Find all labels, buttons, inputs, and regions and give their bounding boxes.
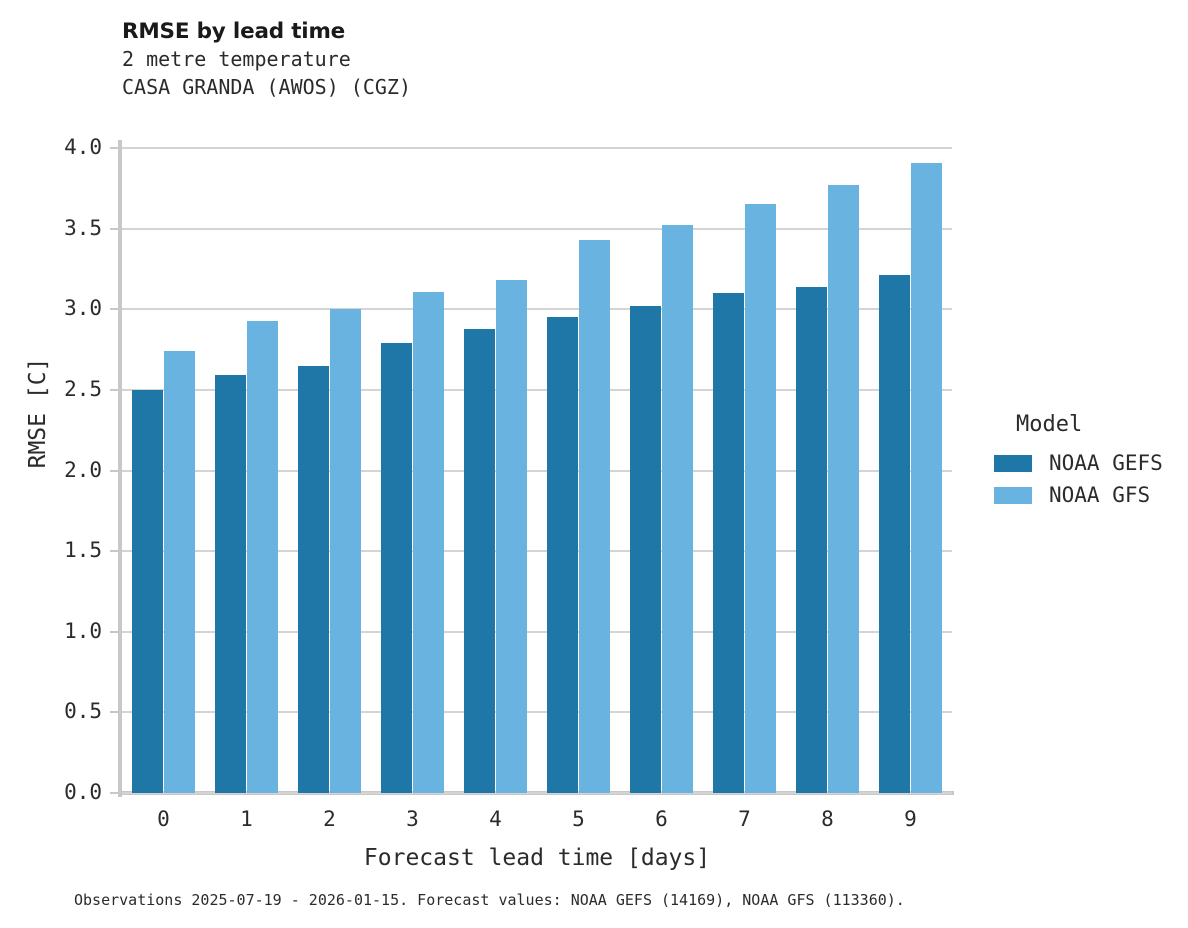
chart-subtitle-station: CASA GRANDA (AWOS) (CGZ) bbox=[122, 75, 411, 99]
y-axis-tick-label: 1.0 bbox=[64, 618, 102, 643]
legend-swatch bbox=[994, 454, 1032, 472]
bar bbox=[246, 320, 279, 793]
bar bbox=[412, 291, 445, 793]
y-axis-tick-labels: 0.0 0.5 1.0 1.5 2.0 2.5 3.0 3.5 4.0 bbox=[0, 0, 102, 928]
gridline bbox=[122, 308, 952, 311]
gridline bbox=[122, 711, 952, 714]
legend-label: NOAA GFS bbox=[1049, 482, 1151, 507]
y-axis-tick bbox=[110, 227, 118, 230]
y-axis-tick bbox=[110, 711, 118, 714]
bar bbox=[163, 351, 196, 793]
gridline bbox=[122, 469, 952, 472]
x-axis-tick-label: 6 bbox=[655, 807, 668, 831]
bar bbox=[795, 286, 828, 793]
chart-subtitle-variable: 2 metre temperature bbox=[122, 47, 351, 71]
y-axis-tick-label: 4.0 bbox=[64, 135, 102, 159]
x-axis-tick-label: 3 bbox=[406, 807, 419, 831]
gridline bbox=[122, 550, 952, 553]
bar bbox=[214, 375, 247, 793]
footnote: Observations 2025-07-19 - 2026-01-15. Fo… bbox=[74, 891, 905, 909]
y-axis-tick-label: 3.0 bbox=[64, 296, 102, 321]
y-axis-line bbox=[118, 140, 122, 797]
bar bbox=[744, 204, 777, 793]
bar bbox=[827, 185, 860, 793]
bar bbox=[329, 309, 362, 793]
x-axis-tick-label: 0 bbox=[157, 807, 170, 831]
x-axis-tick-label: 8 bbox=[821, 807, 834, 831]
legend-items: NOAA GEFS NOAA GFS bbox=[994, 447, 1184, 511]
y-axis-tick bbox=[110, 630, 118, 633]
y-axis-tick-label: 2.0 bbox=[64, 457, 102, 482]
y-axis-tick-label: 2.5 bbox=[64, 376, 102, 401]
gridline bbox=[122, 388, 952, 391]
title-block: RMSE by lead time 2 metre temperature CA… bbox=[122, 18, 822, 101]
x-axis-tick-label: 4 bbox=[489, 807, 502, 831]
plot-area bbox=[122, 147, 952, 794]
bar bbox=[463, 328, 496, 793]
bar bbox=[131, 389, 164, 793]
legend-title: Model bbox=[1016, 412, 1083, 437]
bar bbox=[910, 162, 943, 793]
bar bbox=[297, 365, 330, 793]
legend-item[interactable]: NOAA GFS bbox=[994, 479, 1184, 511]
y-axis-tick-label: 3.5 bbox=[64, 215, 102, 240]
y-axis-tick bbox=[110, 469, 118, 472]
bar bbox=[495, 280, 528, 793]
legend-swatch bbox=[994, 486, 1032, 504]
gridline bbox=[122, 147, 952, 149]
bar bbox=[546, 317, 579, 793]
y-axis-tick-label: 0.0 bbox=[64, 780, 102, 804]
y-axis-tick-label: 0.5 bbox=[64, 699, 102, 724]
bar bbox=[878, 275, 911, 793]
y-axis-tick-label: 1.5 bbox=[64, 538, 102, 563]
gridline bbox=[122, 227, 952, 230]
bar bbox=[629, 306, 662, 793]
y-axis-tick bbox=[110, 147, 118, 149]
y-axis-tick bbox=[110, 388, 118, 391]
bar bbox=[578, 239, 611, 793]
y-axis-tick bbox=[110, 308, 118, 311]
bar bbox=[380, 343, 413, 793]
bar bbox=[661, 225, 694, 793]
y-axis-tick bbox=[110, 792, 118, 794]
gridline bbox=[122, 792, 952, 794]
y-axis-title: RMSE [C] bbox=[25, 357, 51, 469]
legend-label: NOAA GEFS bbox=[1049, 450, 1163, 475]
legend-item[interactable]: NOAA GEFS bbox=[994, 447, 1184, 479]
x-axis-tick-labels: 0 1 2 3 4 5 6 7 8 9 bbox=[122, 806, 952, 840]
legend: Model NOAA GEFS NOAA GFS bbox=[994, 410, 1184, 511]
chart-title: RMSE by lead time bbox=[122, 19, 346, 44]
x-axis-tick-label: 5 bbox=[572, 807, 585, 831]
x-axis-tick-label: 7 bbox=[738, 807, 751, 831]
gridline bbox=[122, 630, 952, 633]
x-axis-tick-label: 1 bbox=[240, 807, 253, 831]
y-axis-tick bbox=[110, 550, 118, 553]
x-axis-title: Forecast lead time [days] bbox=[363, 845, 711, 871]
bar bbox=[712, 293, 745, 793]
x-axis-tick-label: 9 bbox=[904, 807, 917, 831]
x-axis-tick-label: 2 bbox=[323, 807, 336, 831]
